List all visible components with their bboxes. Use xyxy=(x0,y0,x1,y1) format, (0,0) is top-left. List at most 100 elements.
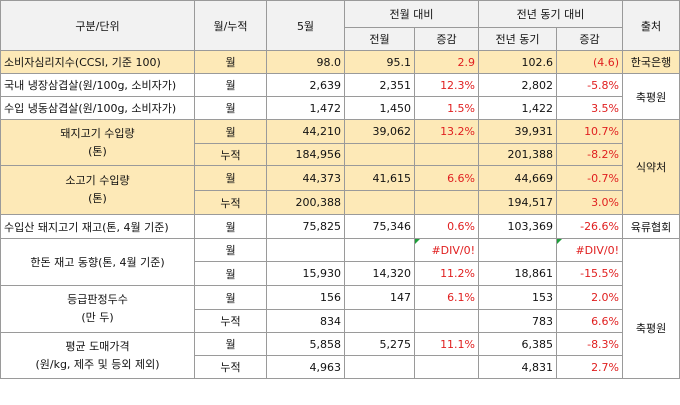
value-cell[interactable]: 156 xyxy=(266,285,345,310)
change-cell[interactable]: 10.7% xyxy=(556,119,624,144)
value-cell[interactable] xyxy=(344,143,415,166)
header-change-month[interactable]: 증감 xyxy=(413,27,480,51)
change-cell[interactable]: 1.5% xyxy=(413,96,480,120)
period-cell[interactable]: 누적 xyxy=(194,143,267,166)
source-cell[interactable]: 육류협회 xyxy=(622,214,680,239)
value-cell[interactable]: 1,450 xyxy=(344,96,415,120)
row-label[interactable]: 등급판정두수 (만 두) xyxy=(0,285,195,333)
row-label[interactable]: 수입산 돼지고기 재고(톤, 4월 기준) xyxy=(0,214,195,239)
value-cell[interactable] xyxy=(266,238,345,262)
change-cell[interactable]: 3.5% xyxy=(556,96,624,120)
header-may[interactable]: 5월 xyxy=(266,0,345,51)
change-cell[interactable]: -5.8% xyxy=(556,73,624,97)
change-cell[interactable]: 6.1% xyxy=(413,285,480,310)
value-cell[interactable]: 6,385 xyxy=(478,332,558,356)
value-cell[interactable]: 39,062 xyxy=(344,119,415,144)
header-vs-prev-month[interactable]: 전월 대비 xyxy=(343,0,480,28)
value-cell[interactable]: 44,669 xyxy=(478,165,558,191)
row-label[interactable]: 돼지고기 수입량 (톤) xyxy=(0,119,195,166)
value-cell[interactable]: 103,369 xyxy=(478,214,558,239)
change-cell[interactable]: 13.2% xyxy=(413,119,480,144)
value-cell[interactable]: 1,422 xyxy=(478,96,558,120)
change-cell[interactable]: -8.2% xyxy=(556,143,624,166)
change-cell[interactable]: 3.0% xyxy=(556,190,624,215)
change-cell[interactable]: 12.3% xyxy=(413,73,480,97)
value-cell[interactable] xyxy=(478,238,558,262)
header-category[interactable]: 구분/단위 xyxy=(0,0,195,51)
value-cell[interactable]: 4,963 xyxy=(266,355,345,379)
row-label[interactable]: 국내 냉장삼겹살(원/100g, 소비자가) xyxy=(0,73,195,97)
value-cell[interactable]: 2,351 xyxy=(344,73,415,97)
value-cell[interactable]: 95.1 xyxy=(344,50,415,74)
period-cell[interactable]: 월 xyxy=(194,214,267,239)
value-cell[interactable]: 2,639 xyxy=(266,73,345,97)
value-cell[interactable]: 834 xyxy=(266,309,345,333)
value-cell[interactable]: 194,517 xyxy=(478,190,558,215)
value-cell[interactable]: 2,802 xyxy=(478,73,558,97)
value-cell[interactable]: 184,956 xyxy=(266,143,345,166)
change-cell[interactable]: 2.0% xyxy=(556,285,624,310)
row-label[interactable]: 소비자심리지수(CCSI, 기준 100) xyxy=(0,50,195,74)
value-cell[interactable]: 44,373 xyxy=(266,165,345,191)
value-cell[interactable]: 201,388 xyxy=(478,143,558,166)
source-cell[interactable]: 식약처 xyxy=(622,119,680,215)
value-cell[interactable]: 44,210 xyxy=(266,119,345,144)
change-cell[interactable]: -0.7% xyxy=(556,165,624,191)
header-source[interactable]: 출처 xyxy=(622,0,680,51)
change-cell[interactable]: 6.6% xyxy=(413,165,480,191)
value-cell[interactable] xyxy=(344,309,415,333)
row-label[interactable]: 소고기 수입량 (톤) xyxy=(0,165,195,215)
value-cell[interactable]: 5,858 xyxy=(266,332,345,356)
change-cell[interactable]: 6.6% xyxy=(556,309,624,333)
value-cell[interactable]: 98.0 xyxy=(266,50,345,74)
row-label[interactable]: 한돈 재고 동향(톤, 4월 기준) xyxy=(0,238,195,286)
period-cell[interactable]: 월 xyxy=(194,96,267,120)
value-cell[interactable]: 15,930 xyxy=(266,261,345,286)
header-prev-year[interactable]: 전년 동기 xyxy=(478,27,558,51)
period-cell[interactable]: 월 xyxy=(194,119,267,144)
change-cell[interactable]: #DIV/0! xyxy=(556,238,624,262)
period-cell[interactable]: 월 xyxy=(194,50,267,74)
period-cell[interactable]: 월 xyxy=(194,332,267,356)
change-cell[interactable]: 0.6% xyxy=(413,214,480,239)
change-cell[interactable] xyxy=(413,355,480,379)
change-cell[interactable]: #DIV/0! xyxy=(413,238,480,262)
value-cell[interactable]: 783 xyxy=(478,309,558,333)
period-cell[interactable]: 월 xyxy=(194,285,267,310)
value-cell[interactable]: 39,931 xyxy=(478,119,558,144)
source-cell[interactable]: 축평원 xyxy=(622,73,680,120)
source-cell-group[interactable]: 축평원 xyxy=(622,238,680,379)
header-change-year[interactable]: 증감 xyxy=(556,27,624,51)
value-cell[interactable]: 153 xyxy=(478,285,558,310)
header-prev-month[interactable]: 전월 xyxy=(344,27,415,51)
value-cell[interactable] xyxy=(344,190,415,215)
source-cell[interactable]: 한국은행 xyxy=(622,50,680,74)
change-cell[interactable]: -8.3% xyxy=(556,332,624,356)
change-cell[interactable] xyxy=(413,309,480,333)
value-cell[interactable]: 14,320 xyxy=(344,261,415,286)
header-period[interactable]: 월/누적 xyxy=(194,0,267,51)
period-cell[interactable]: 월 xyxy=(194,238,267,262)
period-cell[interactable]: 누적 xyxy=(194,190,267,215)
value-cell[interactable] xyxy=(344,355,415,379)
change-cell[interactable]: (4.6) xyxy=(556,50,624,74)
value-cell[interactable]: 75,825 xyxy=(266,214,345,239)
value-cell[interactable]: 1,472 xyxy=(266,96,345,120)
change-cell[interactable]: -26.6% xyxy=(556,214,624,239)
change-cell[interactable]: 2.9 xyxy=(413,50,480,74)
value-cell[interactable]: 41,615 xyxy=(344,165,415,191)
period-cell[interactable]: 누적 xyxy=(194,355,267,379)
change-cell[interactable] xyxy=(413,143,480,166)
value-cell[interactable]: 75,346 xyxy=(344,214,415,239)
row-label[interactable]: 수입 냉동삼겹살(원/100g, 소비자가) xyxy=(0,96,195,120)
row-label[interactable]: 평균 도매가격 (원/kg, 제주 및 등외 제외) xyxy=(0,332,195,379)
value-cell[interactable]: 200,388 xyxy=(266,190,345,215)
change-cell[interactable] xyxy=(413,190,480,215)
header-vs-prev-year[interactable]: 전년 동기 대비 xyxy=(478,0,624,28)
value-cell[interactable] xyxy=(344,238,415,262)
change-cell[interactable]: 11.1% xyxy=(413,332,480,356)
value-cell[interactable]: 18,861 xyxy=(478,261,558,286)
value-cell[interactable]: 102.6 xyxy=(478,50,558,74)
value-cell[interactable]: 5,275 xyxy=(344,332,415,356)
period-cell[interactable]: 누적 xyxy=(194,309,267,333)
